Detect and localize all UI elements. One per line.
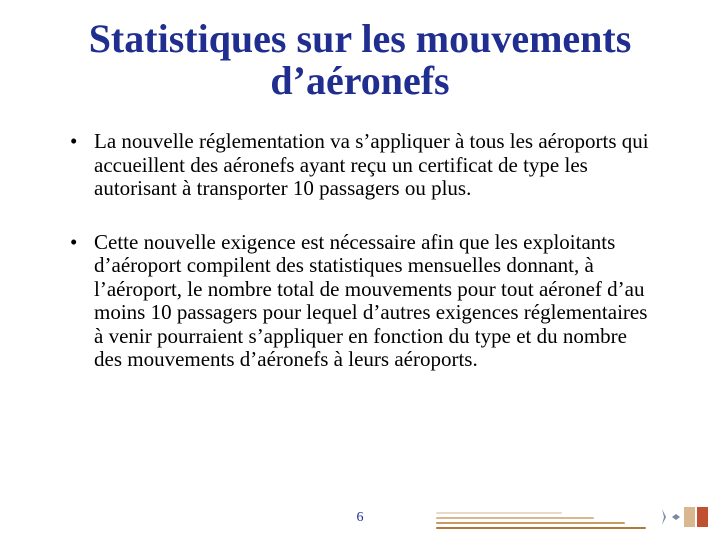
- stripe: [436, 527, 646, 529]
- footer-stripes: [436, 512, 646, 530]
- slide-title: Statistiques sur les mouvements d’aérone…: [0, 0, 720, 102]
- slide-content: La nouvelle réglementation va s’applique…: [0, 102, 720, 372]
- footer-logo: [650, 505, 710, 534]
- slide: Statistiques sur les mouvements d’aérone…: [0, 0, 720, 540]
- stripe: [436, 517, 594, 519]
- bullet-text: La nouvelle réglementation va s’applique…: [94, 129, 649, 200]
- stripe: [436, 512, 562, 514]
- bullet-item: La nouvelle réglementation va s’applique…: [70, 130, 650, 201]
- bullet-list: La nouvelle réglementation va s’applique…: [70, 130, 650, 372]
- bullet-item: Cette nouvelle exigence est nécessaire a…: [70, 231, 650, 372]
- title-line-2: d’aéronefs: [270, 58, 449, 103]
- title-line-1: Statistiques sur les mouvements: [89, 16, 632, 61]
- plane-icon: [650, 505, 710, 529]
- stripe: [436, 522, 625, 524]
- bullet-text: Cette nouvelle exigence est nécessaire a…: [94, 230, 647, 372]
